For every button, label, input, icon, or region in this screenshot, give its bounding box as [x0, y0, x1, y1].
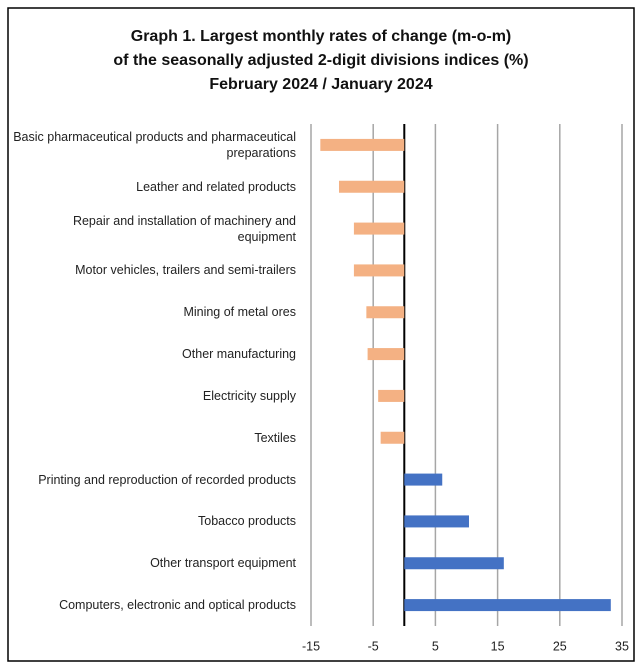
x-tick-label: -5 — [368, 639, 379, 653]
category-label: Other transport equipment — [150, 556, 296, 571]
category-label: Motor vehicles, trailers and semi-traile… — [75, 263, 296, 278]
bar — [320, 138, 405, 151]
bar — [380, 431, 405, 444]
bar — [378, 389, 405, 402]
x-tick-label: 35 — [615, 639, 629, 653]
x-tick-label: 5 — [432, 639, 439, 653]
bar — [338, 180, 405, 193]
category-label: Leather and related products — [136, 179, 296, 194]
category-label: Computers, electronic and optical produc… — [59, 598, 296, 613]
x-tick-label: -15 — [302, 639, 320, 653]
category-label: Electricity supply — [202, 388, 296, 403]
category-label: Basic pharmaceutical products and pharma… — [13, 129, 296, 160]
chart-title: of the seasonally adjusted 2-digit divis… — [113, 52, 529, 69]
chart-title: Graph 1. Largest monthly rates of change… — [130, 28, 512, 45]
category-label: Mining of metal ores — [183, 305, 296, 320]
bar — [404, 599, 611, 612]
category-label: Repair and installation of machinery and… — [72, 213, 296, 244]
bar — [353, 264, 405, 277]
bar — [367, 348, 405, 361]
frame — [7, 7, 635, 662]
bar — [366, 306, 405, 319]
bar — [404, 473, 443, 486]
x-tick-label: 15 — [491, 639, 505, 653]
bar — [404, 557, 504, 570]
bar — [404, 515, 469, 528]
bar — [353, 222, 405, 235]
chart-title: February 2024 / January 2024 — [209, 76, 433, 93]
category-label: Printing and reproduction of recorded pr… — [38, 472, 296, 487]
category-label: Other manufacturing — [182, 347, 296, 362]
x-tick-label: 25 — [553, 639, 567, 653]
category-label: Textiles — [254, 430, 296, 445]
category-label: Tobacco products — [198, 514, 296, 529]
